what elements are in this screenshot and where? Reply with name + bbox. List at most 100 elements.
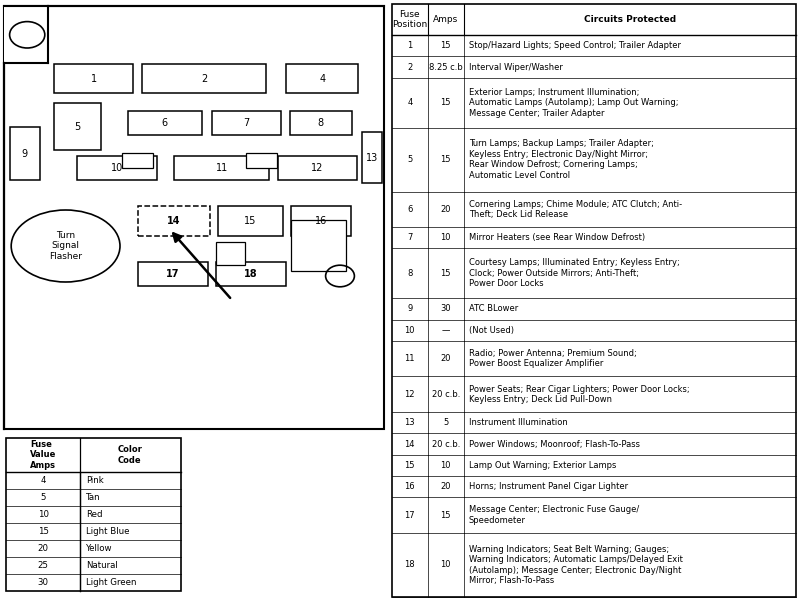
Text: 20: 20 [441,482,451,491]
Bar [216,262,286,286]
Text: 2: 2 [407,62,413,71]
Text: 15: 15 [441,41,451,50]
Text: 8: 8 [407,269,413,278]
Text: Circuits Protected: Circuits Protected [584,15,676,24]
Text: 5: 5 [40,493,46,502]
Bar [278,156,357,180]
Text: 4: 4 [319,74,326,83]
Text: Lamp Out Warning; Exterior Lamps: Lamp Out Warning; Exterior Lamps [469,461,616,470]
Text: 16: 16 [405,482,415,491]
Text: 10: 10 [441,233,451,242]
Text: Red: Red [86,510,102,519]
Text: 10: 10 [38,510,49,519]
Text: Fuse
Position: Fuse Position [392,10,427,29]
Text: (Not Used): (Not Used) [469,326,514,335]
Text: 6: 6 [162,118,168,128]
Text: 15: 15 [441,511,451,520]
Text: 14: 14 [405,440,415,449]
Bar [128,111,202,135]
Text: Tan: Tan [86,493,101,502]
Text: 15: 15 [38,527,49,536]
Text: 15: 15 [441,98,451,107]
Text: 17: 17 [405,511,415,520]
Text: 13: 13 [366,152,378,163]
Bar [122,153,153,168]
Text: 17: 17 [166,269,179,279]
Text: 20 c.b.: 20 c.b. [431,390,460,399]
Text: 8: 8 [318,118,324,128]
Bar [290,111,352,135]
Bar [54,64,133,93]
Text: Power Seats; Rear Cigar Lighters; Power Door Locks;
Keyless Entry; Deck Lid Pull: Power Seats; Rear Cigar Lighters; Power … [469,385,690,404]
Text: 30: 30 [441,304,451,313]
Text: Horns; Instrument Panel Cigar Lighter: Horns; Instrument Panel Cigar Lighter [469,482,628,491]
Text: 18: 18 [405,560,415,569]
Text: Interval Wiper/Washer: Interval Wiper/Washer [469,62,562,71]
Text: 5: 5 [74,122,81,131]
Text: 2: 2 [202,74,207,83]
Text: Color
Code: Color Code [118,445,142,464]
Bar [142,64,266,93]
Text: 20 c.b.: 20 c.b. [431,440,460,449]
Bar [4,6,384,429]
Bar [138,262,208,286]
Text: 15: 15 [441,155,451,164]
Bar [392,4,796,597]
Ellipse shape [11,210,120,282]
Text: 10: 10 [110,163,123,173]
Text: ATC BLower: ATC BLower [469,304,518,313]
Text: 14: 14 [167,216,180,226]
Bar [4,6,48,63]
Text: 11: 11 [215,163,228,173]
Text: Cornering Lamps; Chime Module; ATC Clutch; Anti-
Theft; Deck Lid Release: Cornering Lamps; Chime Module; ATC Clutc… [469,200,682,219]
Text: 20: 20 [441,205,451,214]
Text: 15: 15 [405,461,415,470]
Text: 7: 7 [407,233,413,242]
Text: 25: 25 [38,561,49,570]
Text: Turn Lamps; Backup Lamps; Trailer Adapter;
Keyless Entry; Electronic Day/Night M: Turn Lamps; Backup Lamps; Trailer Adapte… [469,139,654,179]
Text: Radio; Power Antenna; Premium Sound;
Power Boost Equalizer Amplifier: Radio; Power Antenna; Premium Sound; Pow… [469,349,637,368]
Text: 10: 10 [441,461,451,470]
Text: Exterior Lamps; Instrument Illumination;
Automatic Lamps (Autolamp); Lamp Out Wa: Exterior Lamps; Instrument Illumination;… [469,88,678,118]
Bar [216,242,245,265]
Text: 10: 10 [405,326,415,335]
Text: 6: 6 [407,205,413,214]
Bar [212,111,281,135]
Text: —: — [442,326,450,335]
Text: Courtesy Lamps; Illuminated Entry; Keyless Entry;
Clock; Power Outside Mirrors; : Courtesy Lamps; Illuminated Entry; Keyle… [469,259,679,288]
Text: 4: 4 [40,476,46,485]
Bar [54,103,101,150]
Text: Power Windows; Moonroof; Flash-To-Pass: Power Windows; Moonroof; Flash-To-Pass [469,440,640,449]
Text: 15: 15 [441,269,451,278]
Bar [246,153,277,168]
Text: 18: 18 [244,269,258,279]
Text: 8.25 c.b: 8.25 c.b [429,62,462,71]
Bar [286,64,358,93]
Text: Light Green: Light Green [86,578,137,587]
Bar [362,132,382,183]
Text: 12: 12 [311,163,324,173]
Text: Warning Indicators; Seat Belt Warning; Gauges;
Warning Indicators; Automatic Lam: Warning Indicators; Seat Belt Warning; G… [469,545,682,585]
Text: Pink: Pink [86,476,104,485]
Bar [174,156,269,180]
Text: 30: 30 [38,578,49,587]
Text: 5: 5 [443,418,448,427]
Text: 11: 11 [405,354,415,363]
Bar [10,127,40,180]
Text: 9: 9 [407,304,413,313]
Text: 9: 9 [22,149,28,158]
Text: Yellow: Yellow [86,544,113,553]
Text: Light Blue: Light Blue [86,527,130,536]
Text: Mirror Heaters (see Rear Window Defrost): Mirror Heaters (see Rear Window Defrost) [469,233,645,242]
Text: 7: 7 [243,118,250,128]
Bar [291,220,346,271]
Text: 5: 5 [407,155,413,164]
Text: Stop/Hazard Lights; Speed Control; Trailer Adapter: Stop/Hazard Lights; Speed Control; Trail… [469,41,681,50]
Bar [218,206,283,236]
Bar [138,206,210,236]
Text: Turn
Signal
Flasher: Turn Signal Flasher [49,231,82,261]
Text: 13: 13 [405,418,415,427]
Text: Message Center; Electronic Fuse Gauge/
Speedometer: Message Center; Electronic Fuse Gauge/ S… [469,505,639,525]
Bar [6,438,181,591]
Text: 20: 20 [38,544,49,553]
